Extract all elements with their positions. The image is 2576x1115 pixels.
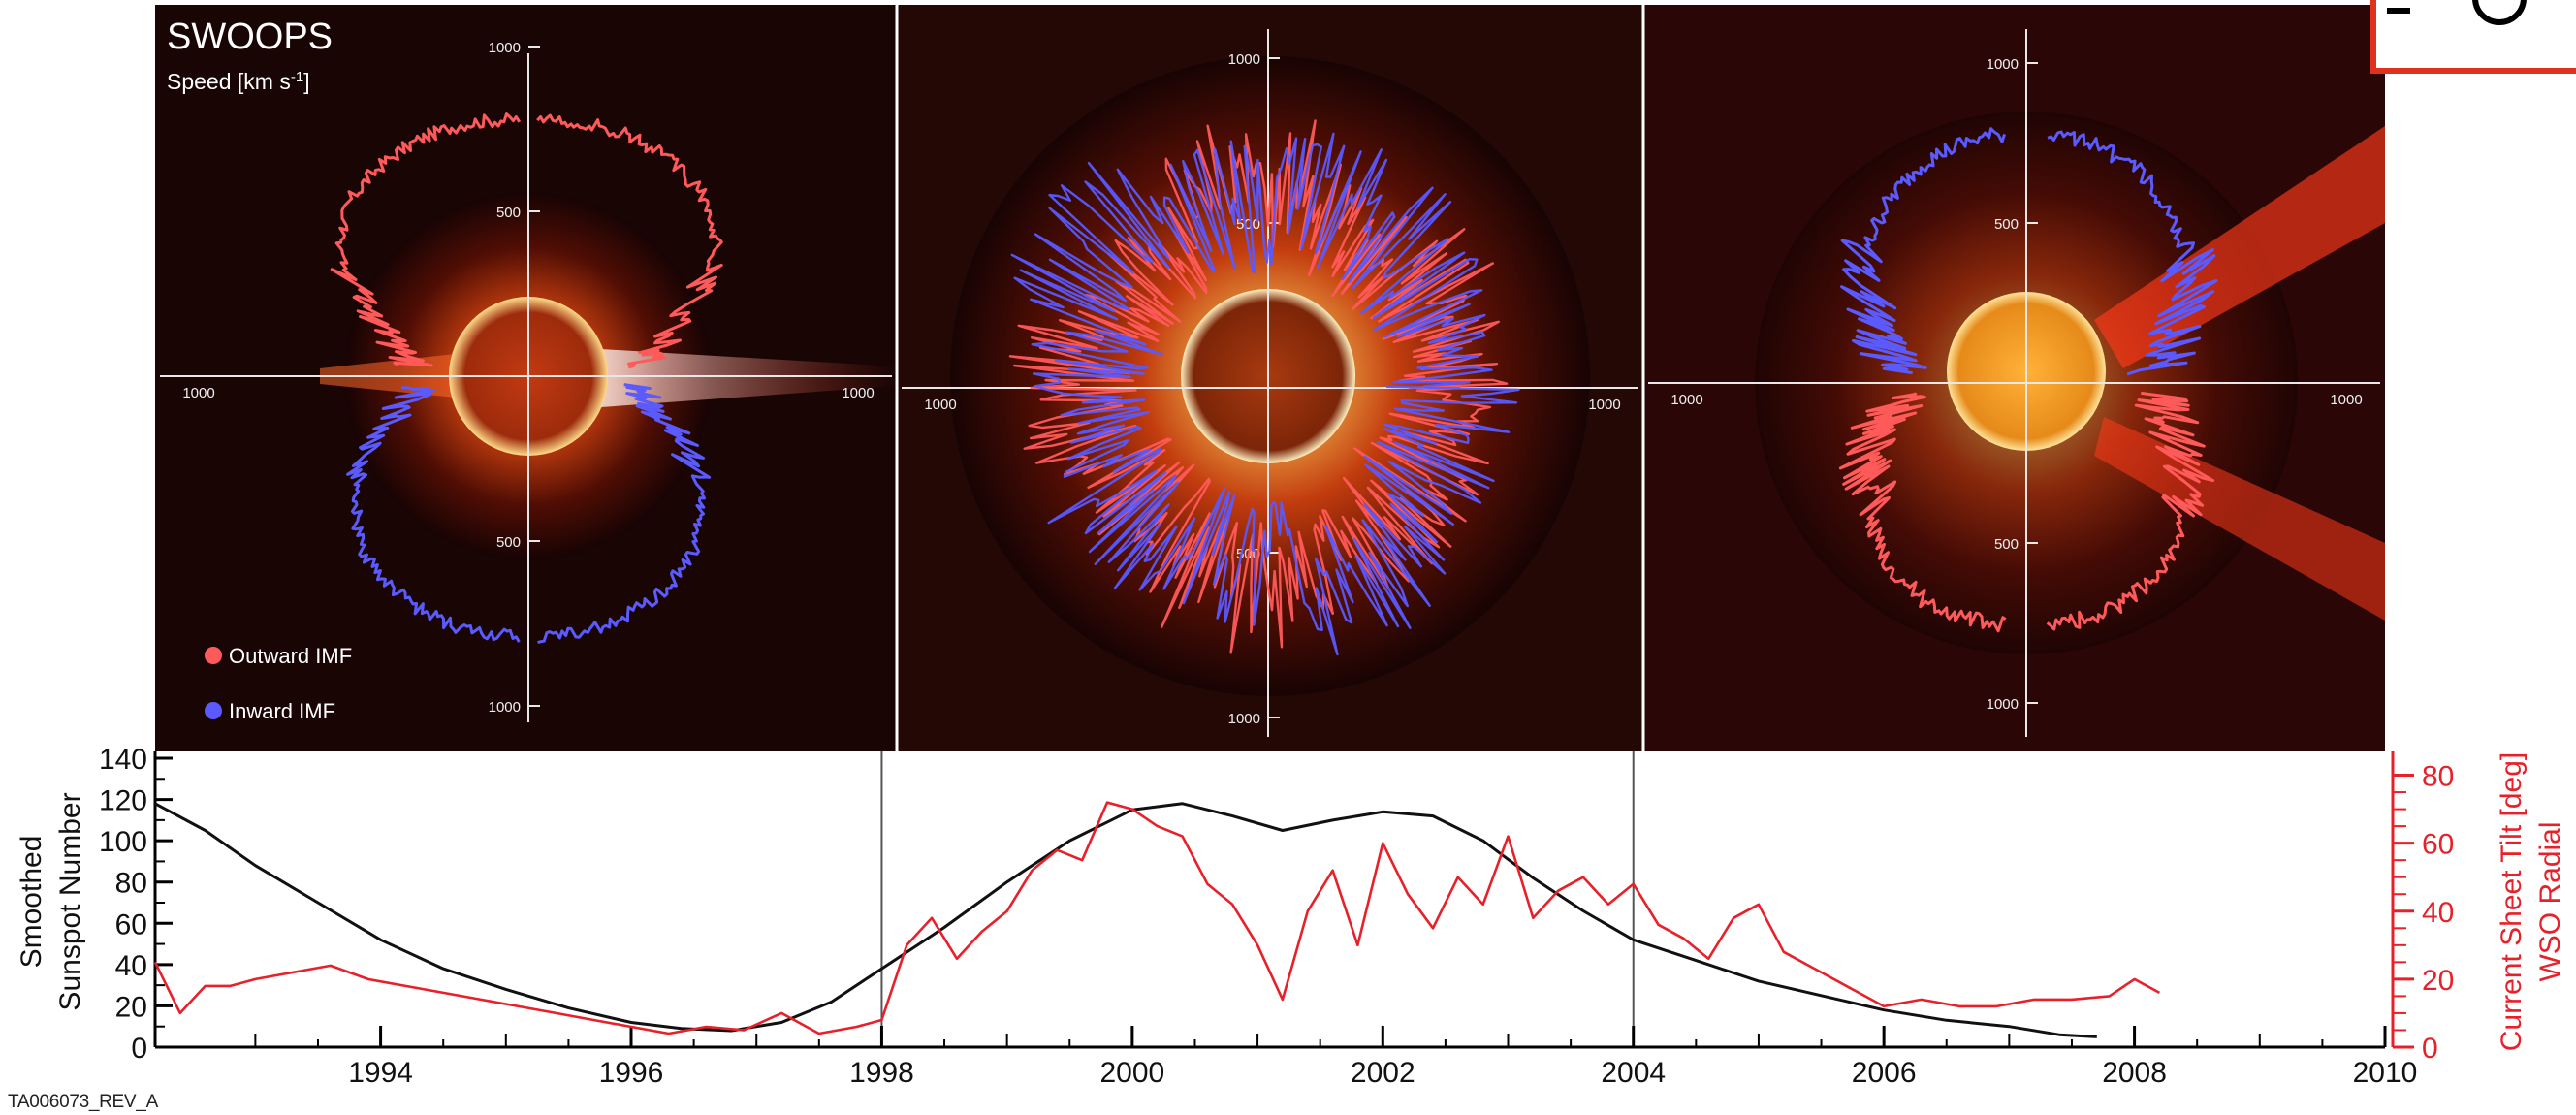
inward-imf-trace <box>2047 130 2218 376</box>
x-tick-label: 2002 <box>1351 1057 1415 1089</box>
polar-traces-panel-3 <box>1838 127 2218 633</box>
left-y-tick-label: 40 <box>115 950 147 982</box>
legend-outward-label: Outward IMF <box>229 644 352 668</box>
outward-imf-trace <box>536 113 723 369</box>
speed-label-sup: -1 <box>291 69 303 85</box>
x-tick-label: 2000 <box>1099 1057 1164 1089</box>
sunspot-tilt-chart: 0 20 40 60 80 100 120 140 0 20 40 60 80 1994 1996 1998 2… <box>16 744 2566 1089</box>
panel-1-streamer-east <box>601 349 897 407</box>
right-y-tick-label: 40 <box>2422 897 2454 929</box>
left-y-tick-label: 60 <box>115 908 147 940</box>
polar-tick-label: 1000 <box>1670 392 1702 408</box>
panel-3-streamer-ne <box>2094 126 2385 368</box>
inward-imf-trace <box>1840 127 2007 375</box>
current-sheet-tilt-line <box>153 801 2161 1035</box>
ts-ylabel2-line1: Current Sheet Tilt [deg] <box>2496 752 2528 1052</box>
outward-imf-trace <box>1008 119 1509 654</box>
x-tick-label: 1998 <box>849 1057 914 1089</box>
legend-outward-marker <box>205 647 222 664</box>
polar-axis-1: 1000 500 500 1000 1000 1000 <box>160 40 892 722</box>
ts-ylabel-line1: Smoothed <box>16 836 48 969</box>
left-y-tick-label: 100 <box>99 826 147 858</box>
speed-label-main: Speed [km s <box>167 69 291 94</box>
polar-tick-label: 1000 <box>182 385 214 401</box>
x-tick-label: 2004 <box>1601 1057 1666 1089</box>
right-y-tick-label: 60 <box>2422 829 2454 861</box>
outward-imf-trace <box>1838 392 2007 633</box>
ts-ylabel2-line2: WSO Radial <box>2534 821 2566 981</box>
corner-logo-dash <box>2387 8 2410 14</box>
right-y-tick-label: 0 <box>2422 1033 2438 1065</box>
polar-tick-label: 500 <box>496 205 521 221</box>
speed-label-end: ] <box>303 69 309 94</box>
polar-tick-label: 1000 <box>1228 711 1260 727</box>
polar-tick-label: 500 <box>1236 216 1260 233</box>
polar-tick-label: 1000 <box>489 699 521 716</box>
polar-panel-1 <box>155 5 897 751</box>
outward-imf-trace <box>330 112 522 367</box>
ts-lines <box>153 801 2161 1038</box>
inward-imf-trace <box>1010 132 1520 656</box>
polar-traces <box>330 112 2218 656</box>
inward-imf-trace <box>346 386 521 643</box>
x-tick-label: 2010 <box>2353 1057 2418 1089</box>
polar-tick-label: 500 <box>1994 536 2019 553</box>
right-y-tick-label: 80 <box>2422 761 2454 793</box>
polar-traces-panel-1 <box>330 112 723 645</box>
left-y-tick-label: 120 <box>99 785 147 817</box>
polar-panel-3 <box>1643 5 2385 751</box>
polar-tick-label: 1000 <box>924 397 956 413</box>
x-tick-label: 1996 <box>599 1057 664 1089</box>
document-id: TA006073_REV_A <box>8 1092 158 1112</box>
polar-traces-panel-2 <box>1008 119 1520 656</box>
left-y-tick-label: 80 <box>115 868 147 900</box>
inward-imf-trace <box>537 383 712 645</box>
x-tick-label: 2006 <box>1852 1057 1917 1089</box>
polar-tick-label: 1000 <box>1228 51 1260 68</box>
left-y-tick-label: 0 <box>131 1033 147 1065</box>
ts-ticks: 0 20 40 60 80 100 120 140 0 20 40 60 80 1994 1996 1998 2… <box>99 744 2454 1089</box>
polar-tick-label: 1000 <box>1987 696 2019 713</box>
left-y-tick-label: 140 <box>99 744 147 776</box>
x-tick-label: 1994 <box>348 1057 413 1089</box>
polar-tick-label: 1000 <box>842 385 874 401</box>
speed-axis-label: Speed [km s-1] <box>167 69 310 94</box>
outward-imf-trace <box>2046 391 2215 631</box>
polar-tick-label: 1000 <box>1987 56 2019 73</box>
polar-tick-label: 500 <box>1994 216 2019 233</box>
polar-axis-3: 1000 500 500 1000 1000 1000 <box>1648 29 2380 737</box>
sunspot-number-line <box>154 802 2097 1038</box>
polar-tick-label: 500 <box>496 534 521 551</box>
panel-title: SWOOPS <box>167 16 333 57</box>
legend-inward-label: Inward IMF <box>229 699 335 723</box>
right-y-tick-label: 20 <box>2422 965 2454 997</box>
polar-panel-2 <box>897 5 1643 751</box>
polar-tick-label: 1000 <box>2330 392 2362 408</box>
left-y-tick-label: 20 <box>115 991 147 1023</box>
polar-tick-label: 1000 <box>489 40 521 56</box>
polar-tick-label: 1000 <box>1588 397 1620 413</box>
legend-inward-marker <box>205 702 222 719</box>
ts-ylabel-line2: Sunspot Number <box>54 792 86 1010</box>
x-tick-label: 2008 <box>2102 1057 2167 1089</box>
